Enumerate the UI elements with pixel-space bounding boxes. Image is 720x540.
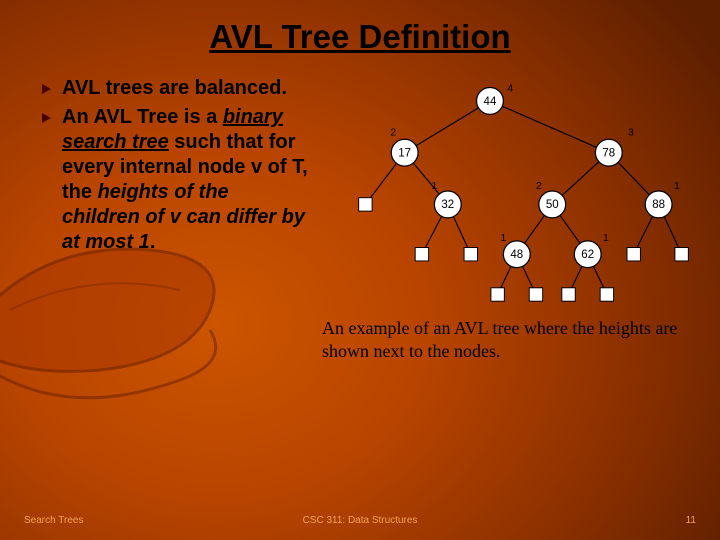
tree-node-label: 32: [441, 199, 454, 211]
tree-height-label: 1: [501, 232, 507, 244]
tree-leaf: [491, 288, 504, 301]
bullet-1-text: AVL trees are balanced.: [62, 77, 287, 99]
tree-leaf: [675, 248, 688, 261]
tree-node-label: 44: [484, 96, 497, 108]
tree-node-label: 48: [510, 249, 523, 261]
tree-leaf: [600, 288, 613, 301]
bullet-1: AVL trees are balanced.: [44, 76, 310, 101]
tree-node-label: 88: [652, 199, 665, 211]
bullet-2-h: heights of the children of v can differ …: [62, 181, 305, 253]
tree-edge: [405, 101, 490, 153]
tree-node-label: 62: [581, 249, 594, 261]
figure-caption: An example of an AVL tree where the heig…: [322, 311, 702, 362]
footer-left: Search Trees: [24, 515, 83, 526]
slide-title: AVL Tree Definition: [0, 0, 720, 56]
bullet-2: An AVL Tree is a binary search tree such…: [44, 105, 310, 255]
tree-height-label: 1: [674, 180, 680, 192]
tree-leaf: [464, 248, 477, 261]
tree-height-label: 4: [507, 82, 513, 94]
figure-column: 444172783321502881481621 An example of a…: [322, 76, 702, 362]
tree-height-label: 1: [603, 232, 609, 244]
tree-height-label: 2: [390, 126, 396, 138]
footer-right: 11: [686, 515, 696, 526]
tree-edge: [490, 101, 609, 153]
tree-height-label: 3: [628, 126, 634, 138]
bullet-2-a: An AVL Tree is a: [62, 106, 223, 128]
bullet-2-c: .: [150, 231, 156, 253]
tree-height-label: 1: [432, 180, 438, 192]
avl-tree-diagram: 444172783321502881481621: [322, 76, 702, 306]
tree-node-label: 50: [546, 199, 559, 211]
footer: Search Trees CSC 311: Data Structures 11: [0, 515, 720, 526]
tree-height-label: 2: [536, 180, 542, 192]
tree-leaf: [562, 288, 575, 301]
tree-leaf: [627, 248, 640, 261]
tree-leaf: [359, 198, 372, 211]
tree-leaf: [415, 248, 428, 261]
tree-node-label: 78: [602, 148, 615, 160]
footer-center: CSC 311: Data Structures: [303, 515, 418, 526]
tree-leaf: [529, 288, 542, 301]
tree-node-label: 17: [398, 148, 411, 160]
